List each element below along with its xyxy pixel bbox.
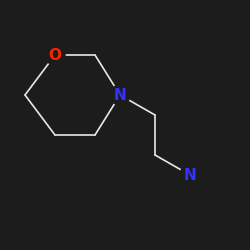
Circle shape [110, 85, 130, 105]
Text: O: O [48, 48, 62, 62]
Text: N: N [114, 88, 126, 102]
Circle shape [45, 45, 65, 65]
Circle shape [180, 165, 200, 185]
Text: N: N [184, 168, 196, 182]
